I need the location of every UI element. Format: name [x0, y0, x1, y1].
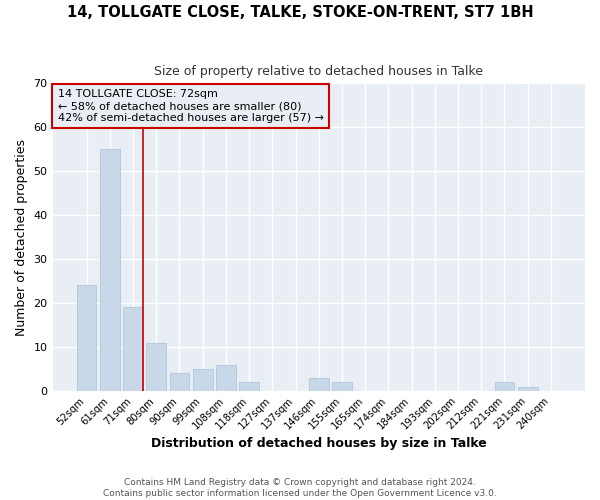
- Bar: [123, 308, 143, 391]
- Bar: [216, 364, 236, 391]
- Bar: [170, 374, 190, 391]
- Text: 14, TOLLGATE CLOSE, TALKE, STOKE-ON-TRENT, ST7 1BH: 14, TOLLGATE CLOSE, TALKE, STOKE-ON-TREN…: [67, 5, 533, 20]
- Bar: [239, 382, 259, 391]
- Y-axis label: Number of detached properties: Number of detached properties: [15, 138, 28, 336]
- X-axis label: Distribution of detached houses by size in Talke: Distribution of detached houses by size …: [151, 437, 487, 450]
- Bar: [518, 386, 538, 391]
- Title: Size of property relative to detached houses in Talke: Size of property relative to detached ho…: [154, 65, 483, 78]
- Bar: [193, 369, 212, 391]
- Text: 14 TOLLGATE CLOSE: 72sqm
← 58% of detached houses are smaller (80)
42% of semi-d: 14 TOLLGATE CLOSE: 72sqm ← 58% of detach…: [58, 90, 324, 122]
- Bar: [494, 382, 514, 391]
- Bar: [77, 286, 97, 391]
- Bar: [309, 378, 329, 391]
- Text: Contains HM Land Registry data © Crown copyright and database right 2024.
Contai: Contains HM Land Registry data © Crown c…: [103, 478, 497, 498]
- Bar: [332, 382, 352, 391]
- Bar: [100, 150, 119, 391]
- Bar: [146, 342, 166, 391]
